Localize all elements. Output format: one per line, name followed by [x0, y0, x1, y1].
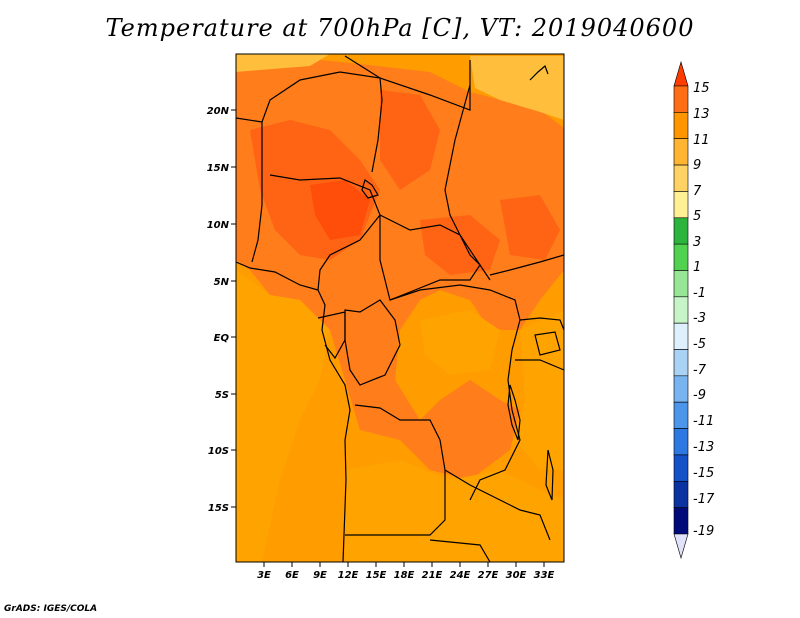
- field-hot-patch-2: [420, 215, 500, 275]
- colorbar-swatch: [673, 164, 689, 192]
- field-cool-east: [515, 310, 564, 470]
- field-cool-basin: [420, 310, 500, 375]
- colorbar: [673, 60, 689, 560]
- colorbar-swatch: [673, 60, 689, 87]
- colorbar-label: 9: [693, 158, 701, 173]
- border-angola: [345, 404, 446, 536]
- boundaries: [236, 55, 564, 562]
- lat-tick-label: EQ: [214, 333, 230, 344]
- colorbar-swatch: [673, 349, 689, 377]
- lake-victoria: [534, 331, 561, 356]
- colorbar-label: 3: [693, 235, 701, 250]
- border-car: [379, 214, 481, 301]
- colorbar-label: -13: [693, 440, 714, 455]
- lon-tick-label: 9E: [313, 570, 327, 581]
- border-drc-north: [389, 284, 521, 321]
- colorbar-label: 7: [693, 184, 702, 199]
- colorbar-label: -9: [693, 388, 706, 403]
- colorbar-swatch: [673, 243, 689, 271]
- colorbar-swatch: [673, 533, 689, 560]
- colorbar-label: -19: [693, 524, 714, 539]
- colorbar-label: -5: [693, 337, 706, 352]
- colorbar-label: 11: [693, 133, 710, 148]
- colorbar-swatch: [673, 191, 689, 219]
- colorbar-label: 5: [693, 209, 701, 224]
- lon-tick-label: 24E: [450, 570, 471, 581]
- colorbar-swatch: [673, 85, 689, 113]
- lat-tick-label: 15N: [207, 163, 230, 174]
- lon-tick-label: 12E: [338, 570, 359, 581]
- colorbar-swatch: [673, 138, 689, 166]
- chart-title: Temperature at 700hPa [C], VT: 201904060…: [105, 14, 695, 42]
- lon-tick-label: 18E: [394, 570, 415, 581]
- border-drc-east: [469, 319, 521, 501]
- lon-tick-label: 21E: [422, 570, 443, 581]
- lon-tick-label: 33E: [534, 570, 555, 581]
- lake-tanganyika: [507, 384, 521, 441]
- border-sudan-ssudan: [489, 254, 564, 276]
- lon-tick-label: 3E: [257, 570, 271, 581]
- colorbar-swatch: [673, 454, 689, 482]
- field-cool-south: [345, 460, 564, 562]
- colorbar-label: -11: [693, 414, 714, 429]
- lat-tick-label: 5N: [214, 277, 230, 288]
- border-zambia: [444, 469, 551, 541]
- colorbar-swatch: [673, 322, 689, 350]
- lat-tick-label: 5S: [215, 390, 229, 401]
- border-namibia: [429, 539, 491, 562]
- colorbar-labels: 15 13 11 9 7 5 3 1 -1 -3 -5 -7 -9 -11 -1…: [693, 81, 715, 539]
- colorbar-swatch: [673, 401, 689, 429]
- colorbar-label: 13: [693, 107, 710, 122]
- colorbar-label: -1: [693, 286, 706, 301]
- colorbar-label: -3: [693, 311, 706, 326]
- border-west-small: [251, 122, 263, 263]
- field-hot-patch-3: [500, 195, 560, 260]
- lat-axis: [231, 109, 236, 508]
- map-frame: [235, 53, 565, 563]
- colorbar-swatch: [673, 375, 689, 403]
- lon-tick-label: 30E: [506, 570, 527, 581]
- colorbar-label: 15: [693, 81, 710, 96]
- border-chad: [344, 55, 471, 111]
- border-uganda: [519, 317, 564, 331]
- colorbar-swatch: [673, 296, 689, 324]
- border-tanzania: [515, 359, 564, 371]
- border-niger: [236, 71, 383, 173]
- colorbar-label: -17: [693, 492, 715, 507]
- colorbar-label: -15: [693, 466, 714, 481]
- temperature-field: [236, 54, 564, 562]
- lon-axis: [263, 562, 545, 567]
- colorbar-swatch: [673, 217, 689, 245]
- colorbar-label: 1: [693, 260, 701, 275]
- colorbar-swatch: [673, 507, 689, 535]
- border-gabon: [317, 311, 346, 360]
- colorbar-swatch: [673, 480, 689, 508]
- lat-tick-label: 10S: [208, 446, 229, 457]
- red-sea-coast: [529, 64, 549, 81]
- colorbar-swatch: [673, 270, 689, 298]
- lon-tick-label: 27E: [478, 570, 499, 581]
- colorbar-swatch: [673, 112, 689, 140]
- lat-tick-label: 10N: [207, 220, 230, 231]
- field-cool-northeast: [470, 56, 564, 120]
- field-cool-northwest: [236, 54, 330, 72]
- lon-tick-label: 6E: [285, 570, 299, 581]
- field-hot-patch-1: [380, 90, 440, 190]
- lat-tick-label: 20N: [207, 106, 230, 117]
- field-cool-coast: [236, 270, 330, 562]
- coastline-west: [236, 261, 351, 562]
- field-hot-spot: [310, 180, 370, 240]
- lake-chad: [361, 179, 379, 199]
- colorbar-swatch: [673, 428, 689, 456]
- colorbar-label: -7: [693, 363, 707, 378]
- lat-tick-label: 15S: [208, 503, 229, 514]
- border-congo: [344, 299, 401, 386]
- credit-text: GrADS: IGES/COLA: [4, 604, 98, 614]
- lon-tick-label: 15E: [366, 570, 387, 581]
- lake-malawi: [545, 449, 554, 501]
